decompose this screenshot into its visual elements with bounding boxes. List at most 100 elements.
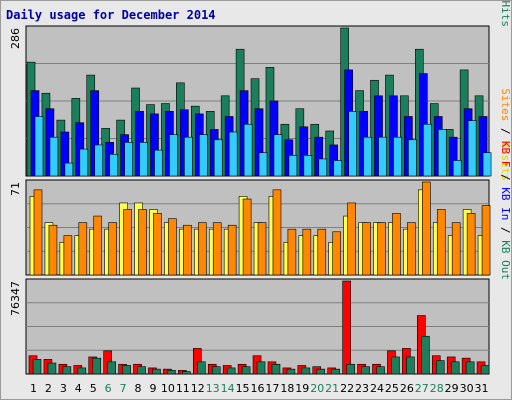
- bar-kb-out-day-21: [331, 368, 341, 375]
- x-label-day-25: 25: [385, 382, 399, 395]
- x-label-day-17: 17: [265, 382, 279, 395]
- bar-pages-day-4: [79, 148, 89, 177]
- bar-kb-out-day-10: [167, 370, 176, 375]
- bar-pages-day-6: [109, 153, 118, 177]
- bar-kb-out-day-19: [301, 367, 311, 375]
- x-label-day-28: 28: [430, 382, 444, 395]
- x-label-day-7: 7: [120, 382, 127, 395]
- bar-pages-day-31: [482, 152, 492, 177]
- bar-pages-day-24: [378, 136, 387, 177]
- x-label-day-4: 4: [75, 382, 82, 395]
- bar-sites-day-24: [377, 222, 386, 276]
- x-label-day-31: 31: [475, 382, 489, 395]
- bar-kb-out-day-17: [271, 363, 281, 375]
- bar-pages-day-20: [318, 158, 328, 177]
- bar-sites-day-9: [153, 213, 162, 276]
- bar-kb-out-day-24: [376, 366, 385, 375]
- bar-pages-day-15: [243, 123, 253, 177]
- bar-kb-out-day-22: [346, 363, 355, 375]
- bar-pages-day-1: [34, 116, 44, 177]
- bar-pages-day-14: [228, 131, 238, 177]
- x-label-day-24: 24: [370, 382, 384, 395]
- bar-kb-out-day-27: [421, 335, 430, 375]
- bar-kb-out-day-7: [122, 365, 131, 375]
- bar-sites-day-10: [168, 218, 177, 276]
- bar-sites-day-26: [407, 222, 416, 276]
- x-label-day-21: 21: [325, 382, 339, 395]
- bar-kb-out-day-8: [137, 366, 146, 375]
- bar-pages-day-12: [198, 134, 208, 177]
- legend-item-main-4: Hits: [499, 1, 512, 28]
- bar-pages-day-17: [273, 134, 283, 177]
- x-label-day-16: 16: [251, 382, 265, 395]
- bar-pages-day-2: [49, 136, 59, 177]
- x-label-day-11: 11: [176, 382, 190, 395]
- chart-title: Daily usage for December 2014: [6, 8, 216, 22]
- legend-item-visits-0: Sites: [499, 88, 512, 121]
- bar-pages-day-16: [258, 152, 268, 177]
- y-max-label-visits: 71: [9, 182, 22, 196]
- legend-visits: Sites / Visits: [499, 88, 512, 181]
- x-label-day-12: 12: [191, 382, 205, 395]
- bar-sites-day-3: [63, 235, 73, 276]
- x-label-day-9: 9: [149, 382, 156, 395]
- bar-sites-day-11: [183, 224, 192, 276]
- x-label-day-6: 6: [105, 382, 112, 395]
- bar-kb-out-day-29: [450, 361, 460, 375]
- bar-sites-day-6: [108, 222, 117, 276]
- x-label-day-23: 23: [355, 382, 369, 395]
- bar-sites-day-7: [123, 209, 132, 276]
- legend-item-kb-4: KB Out: [499, 240, 512, 280]
- bar-pages-day-9: [154, 149, 163, 177]
- bar-kb-out-day-18: [286, 368, 296, 375]
- bar-sites-day-31: [481, 205, 491, 276]
- legend-item-kb-2: KB In: [499, 187, 512, 220]
- bar-pages-day-21: [333, 160, 343, 177]
- legend-item-kb-3: /: [499, 220, 512, 240]
- bar-sites-day-16: [257, 222, 267, 276]
- x-label-day-2: 2: [45, 382, 52, 395]
- bar-kb-out-day-25: [391, 356, 400, 375]
- bar-sites-day-19: [302, 228, 312, 276]
- x-label-day-15: 15: [236, 382, 250, 395]
- bar-pages-day-7: [124, 142, 133, 177]
- bar-kb-out-day-14: [226, 367, 236, 375]
- bar-pages-day-11: [184, 136, 193, 177]
- x-label-day-19: 19: [295, 382, 309, 395]
- legend-item-kb-0: KB F: [499, 141, 512, 168]
- bar-sites-day-23: [362, 222, 371, 276]
- bar-kb-out-day-31: [480, 365, 490, 375]
- bar-sites-day-15: [242, 198, 252, 276]
- x-label-day-1: 1: [30, 382, 37, 395]
- bar-sites-day-8: [138, 209, 147, 276]
- bar-pages-day-23: [363, 136, 372, 177]
- bar-kb-out-day-13: [211, 366, 221, 375]
- bar-kb-out-day-9: [152, 368, 161, 375]
- bar-sites-day-13: [212, 222, 222, 276]
- x-label-day-27: 27: [415, 382, 429, 395]
- bar-sites-day-5: [93, 215, 103, 276]
- x-label-day-14: 14: [221, 382, 235, 395]
- y-max-label-kb: 76347: [9, 281, 22, 316]
- bar-sites-day-30: [466, 213, 476, 276]
- bar-sites-day-20: [317, 228, 327, 276]
- bar-pages-day-13: [213, 139, 223, 177]
- bar-sites-day-29: [451, 222, 461, 276]
- x-label-day-22: 22: [340, 382, 354, 395]
- bar-sites-day-14: [227, 224, 237, 276]
- bar-kb-out-day-16: [256, 361, 266, 375]
- legend-item-main-3: /: [499, 0, 512, 1]
- x-label-day-26: 26: [400, 382, 414, 395]
- bar-kb-out-day-3: [62, 366, 72, 375]
- x-label-day-29: 29: [445, 382, 459, 395]
- bar-sites-day-27: [422, 181, 431, 276]
- bar-sites-day-18: [287, 228, 297, 276]
- bar-kb-out-day-12: [196, 361, 206, 375]
- bar-sites-day-22: [347, 202, 356, 276]
- bar-pages-day-5: [94, 144, 104, 177]
- bar-kb-out-day-28: [435, 360, 445, 375]
- x-label-day-13: 13: [206, 382, 220, 395]
- bar-pages-day-8: [139, 142, 148, 177]
- bar-sites-day-17: [272, 189, 282, 276]
